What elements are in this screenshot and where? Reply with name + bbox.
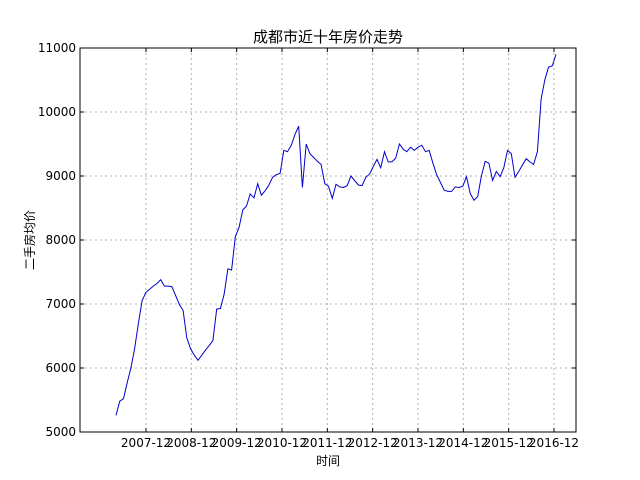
x-tick-label: 2015-12 [484,436,534,450]
y-axis-label: 二手房均价 [22,210,37,270]
x-tick-label: 2014-12 [438,436,488,450]
y-tick-label: 8000 [45,233,76,247]
x-tick-label: 2013-12 [393,436,443,450]
x-tick-label: 2012-12 [348,436,398,450]
y-tick-label: 7000 [45,297,76,311]
y-tick-label: 11000 [38,41,76,55]
x-tick-label: 2010-12 [257,436,307,450]
y-tick-label: 5000 [45,425,76,439]
x-axis: 2007-122008-122009-122010-122011-122012-… [121,48,579,450]
x-axis-label: 时间 [316,454,340,468]
y-tick-label: 9000 [45,169,76,183]
x-tick-label: 2016-12 [529,436,579,450]
y-tick-label: 10000 [38,105,76,119]
x-tick-label: 2008-12 [166,436,216,450]
series-line [115,54,557,416]
x-tick-label: 2009-12 [212,436,262,450]
y-axis: 5000 6000 7000 8000 9000 10000 11000 [38,41,576,439]
chart-title: 成都市近十年房价走势 [253,28,403,46]
x-tick-label: 2007-12 [121,436,171,450]
x-tick-label: 2011-12 [302,436,352,450]
y-tick-label: 6000 [45,361,76,375]
grid [80,47,576,433]
